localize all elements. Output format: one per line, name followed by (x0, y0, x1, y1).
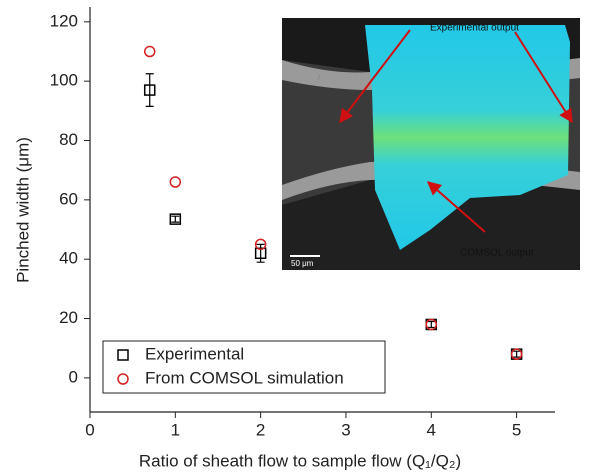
error-bar (145, 73, 154, 107)
inset-label: COMSOL output (460, 248, 534, 259)
legend-box (102, 340, 386, 394)
y-tick-label: 0 (69, 367, 78, 386)
error-bar (427, 320, 436, 329)
inset-image: Experimental output COMSOL output 50 μm (282, 18, 580, 270)
inset-label: Experimental output (430, 23, 519, 34)
error-bar (171, 215, 180, 223)
error-bar (256, 243, 265, 263)
scale-bar-label: 50 μm (291, 259, 314, 268)
point (143, 84, 156, 96)
x-axis-label: Ratio of sheath flow to sample flow (Q₁/… (139, 451, 461, 470)
x-tick-label: 1 (171, 420, 180, 439)
y-tick-label: 40 (59, 249, 78, 268)
x-tick-label: 2 (256, 420, 265, 439)
point (169, 213, 182, 225)
y-tick-label: 20 (59, 308, 78, 327)
legend-label: From COMSOL simulation (145, 368, 344, 387)
point (169, 176, 182, 188)
y-tick-label: 80 (59, 130, 78, 149)
y-tick-label: 60 (59, 189, 78, 208)
legend-marker (117, 349, 129, 361)
y-axis-label: Pinched width (μm) (13, 137, 32, 283)
point (143, 45, 156, 58)
point (425, 318, 438, 331)
x-tick-label: 5 (512, 420, 521, 439)
legend-marker (117, 373, 129, 385)
y-tick-label: 100 (50, 71, 78, 90)
y-tick-label: 120 (50, 11, 78, 30)
x-tick-label: 0 (85, 420, 94, 439)
error-bar (512, 350, 521, 358)
point (254, 238, 267, 251)
x-tick-label: 4 (427, 420, 436, 439)
x-tick-label: 3 (341, 420, 350, 439)
point (254, 247, 267, 260)
point (510, 348, 523, 360)
legend-label: Experimental (145, 344, 244, 363)
